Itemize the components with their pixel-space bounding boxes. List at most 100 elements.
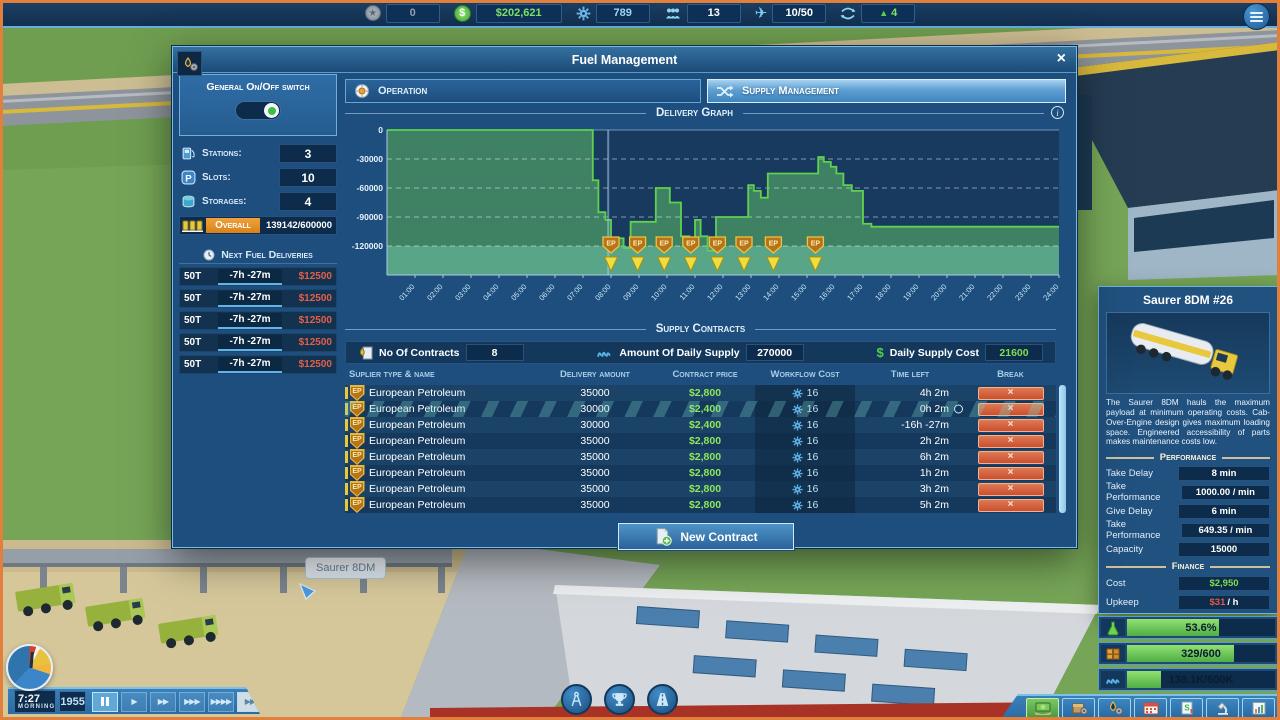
playback-controls: ▶ ▶▶ ▶▶▶ ▶▶▶▶ ▶▶ [91, 691, 260, 712]
trophy-icon [611, 691, 628, 708]
gear-icon [792, 451, 803, 463]
compass-button[interactable] [561, 684, 592, 715]
contract-row[interactable]: EP European Petroleum 35000 $2,800 16 5h 2m × [345, 497, 1056, 513]
svg-text:EP: EP [811, 241, 821, 248]
close-button[interactable]: × [1056, 50, 1066, 67]
resource-premium-currency-value: 0 [385, 3, 440, 23]
waves-icon [596, 346, 613, 359]
info-icon[interactable]: i [1051, 106, 1064, 119]
playback-speed-2-button[interactable]: ▶▶ [149, 691, 176, 712]
svg-text:-90000: -90000 [357, 212, 384, 222]
break-contract-button[interactable]: × [977, 498, 1044, 512]
delivery-row[interactable]: 50T -7h -27m $12500 [179, 311, 337, 330]
supplier-badge-icon: EP [349, 433, 365, 449]
contract-time-left: 2h 2m [919, 435, 949, 447]
break-contract-button[interactable]: × [977, 466, 1044, 480]
resource-workflow-points-value: 789 [595, 3, 650, 23]
contract-price: $2,800 [688, 435, 722, 447]
delivery-eta: -7h -27m [218, 356, 282, 373]
toolbar-contract-doc-button[interactable]: S [1170, 698, 1203, 718]
svg-text:06:00: 06:00 [537, 282, 556, 302]
delivery-marker-shield [806, 236, 825, 254]
new-contract-label: New Contract [680, 529, 758, 544]
toolbar-money-hand-button[interactable] [1026, 698, 1059, 718]
break-contract-button[interactable]: × [977, 482, 1044, 496]
playback-speed-3-button[interactable]: ▶▶▶ [178, 691, 205, 712]
supplier-badge-icon: EP [349, 417, 365, 433]
clock-needle [29, 651, 34, 668]
switch-label: General On/Off switch [206, 81, 310, 93]
delivery-row[interactable]: 50T -7h -27m $12500 [179, 355, 337, 374]
resource-staff: 13 [664, 3, 741, 23]
contract-price: $2,400 [688, 403, 722, 415]
contract-delivery-amount: 35000 [580, 467, 610, 479]
tab-supply-management[interactable]: Supply Management [707, 79, 1066, 103]
col-break: Break [997, 369, 1024, 380]
contract-row[interactable]: EP European Petroleum 35000 $2,800 16 2h 2m × [345, 433, 1056, 449]
svg-text:07:00: 07:00 [565, 282, 584, 302]
svg-text:16:00: 16:00 [817, 282, 836, 302]
contract-delivery-amount: 35000 [580, 451, 610, 463]
gear-icon [792, 419, 803, 431]
resource-money: $ $202,621 [453, 3, 562, 23]
tab-operation[interactable]: Operation [345, 79, 701, 103]
contract-workflow-cost: 16 [755, 449, 855, 465]
fuel-gear-icon [177, 51, 202, 76]
playback-pause-button[interactable] [91, 691, 118, 712]
delivery-amount: 50T [184, 359, 202, 370]
break-contract-button[interactable]: × [977, 418, 1044, 432]
toolbar-microscope-button[interactable] [1206, 698, 1239, 718]
perf-label: Give Delay [1106, 505, 1153, 517]
road-button[interactable] [647, 684, 678, 715]
contract-row[interactable]: EP European Petroleum 35000 $2,800 16 4h 2m × [345, 385, 1056, 401]
col-delivery-amount: Delivery amount [560, 369, 630, 380]
resource-gauges: 53.6% 329/600 139.1K/600K [1098, 616, 1278, 694]
supply-contracts-title: Supply Contracts [655, 323, 746, 335]
coin-icon: ★ [364, 5, 381, 21]
svg-text:09:00: 09:00 [621, 282, 640, 302]
delivery-amount: 50T [184, 293, 202, 304]
contract-row[interactable]: EP European Petroleum 35000 $2,800 16 3h 2m × [345, 481, 1056, 497]
general-on-off-toggle[interactable] [235, 101, 281, 120]
toolbar-stats-chart-button[interactable] [1242, 698, 1275, 718]
time-display: 7:27 MORNING [14, 690, 57, 713]
contract-row[interactable]: EP European Petroleum 35000 $2,800 16 6h 2m × [345, 449, 1056, 465]
delivery-price: $12500 [298, 271, 332, 282]
break-contract-button[interactable]: × [977, 450, 1044, 464]
trophy-button[interactable] [604, 684, 635, 715]
delivery-row[interactable]: 50T -7h -27m $12500 [179, 289, 337, 308]
delivery-marker-shield [735, 236, 753, 254]
gauge-cargo[interactable]: 329/600 [1098, 642, 1278, 665]
contract-row[interactable]: EP European Petroleum 35000 $2,800 16 1h 2m × [345, 465, 1056, 481]
toolbar-calendar-button[interactable] [1134, 698, 1167, 718]
quick-access-buttons [561, 684, 678, 715]
table-scrollbar[interactable] [1059, 385, 1066, 513]
delivery-row[interactable]: 50T -7h -27m $12500 [179, 333, 337, 352]
playback-speed-1-button[interactable]: ▶ [120, 691, 147, 712]
stat-value: 4 [279, 192, 337, 211]
delivery-amount: 50T [184, 337, 202, 348]
contract-row[interactable]: EP European Petroleum 30000 $2,400 16 0h 2m × [345, 401, 1056, 417]
gear-icon [792, 483, 803, 495]
delivery-row[interactable]: 50T -7h -27m $12500 [179, 267, 337, 286]
gauge-fuel-storage[interactable]: 139.1K/600K [1098, 668, 1278, 691]
break-contract-button[interactable]: × [977, 386, 1044, 400]
gauge-fuel-storage-value: 139.1K/600K [1168, 673, 1234, 686]
svg-text:EP: EP [713, 241, 723, 248]
svg-text:EP: EP [769, 241, 779, 248]
playback-speed-4-button[interactable]: ▶▶▶▶ [207, 691, 234, 712]
break-contract-button[interactable]: × [977, 402, 1044, 416]
toolbar-fuel-gear-button[interactable] [1098, 698, 1131, 718]
gauge-research[interactable]: 53.6% [1098, 616, 1278, 639]
main-menu-button[interactable] [1243, 3, 1270, 30]
resource-aircraft: ✈ 10/50 [755, 3, 827, 23]
vehicle-tooltip: Saurer 8DM [305, 557, 387, 579]
contract-row[interactable]: EP European Petroleum 30000 $2,400 16 -16h -2… [345, 417, 1056, 433]
in-progress-spinner [954, 404, 963, 414]
break-contract-button[interactable]: × [977, 434, 1044, 448]
resource-workflow-points: 789 [576, 3, 650, 23]
new-contract-button[interactable]: New Contract [617, 523, 794, 550]
resource-connections-value: ▲ 4 [861, 3, 916, 23]
dialog-titlebar: Fuel Management × [173, 47, 1076, 73]
toolbar-cargo-gear-button[interactable] [1062, 698, 1095, 718]
